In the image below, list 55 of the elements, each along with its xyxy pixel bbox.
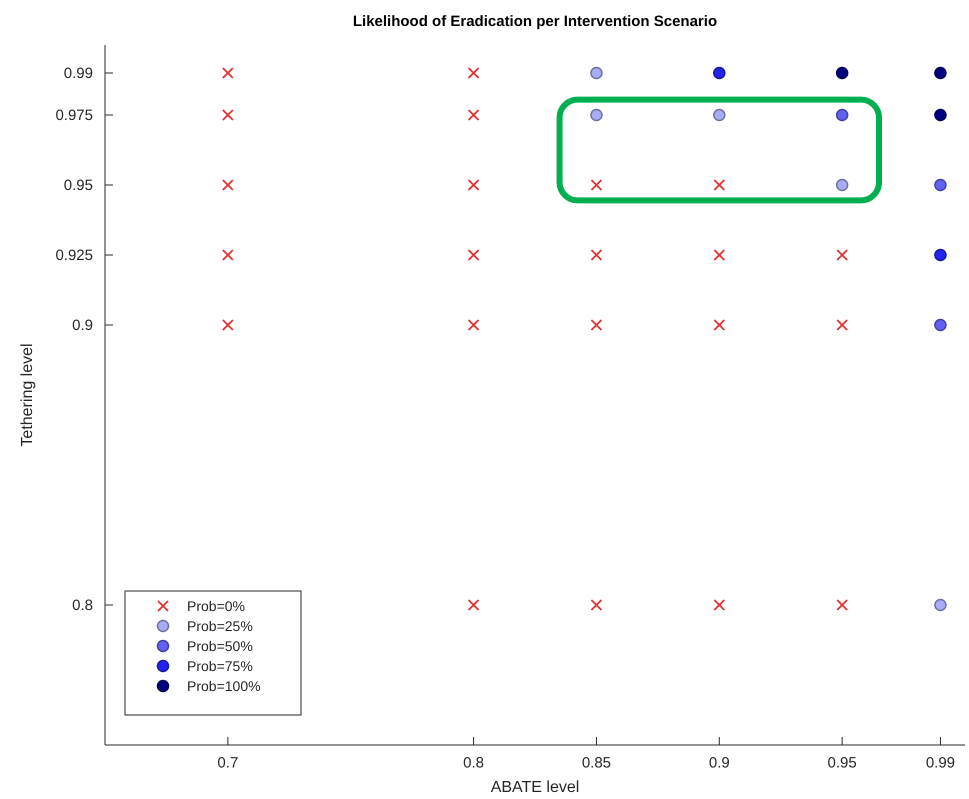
point <box>222 319 234 331</box>
chart-title: Likelihood of Eradication per Intervention Scenario <box>352 13 718 30</box>
y-tick-label: 0.975 <box>55 106 93 124</box>
x-tick-label: 0.8 <box>463 754 484 772</box>
legend-label: Prob=25% <box>187 618 253 634</box>
y-tick-label: 0.925 <box>55 246 93 264</box>
legend-label: Prob=0% <box>187 598 245 614</box>
legend-label: Prob=100% <box>187 678 261 694</box>
legend-label: Prob=75% <box>187 658 253 674</box>
point <box>590 108 603 122</box>
point <box>468 249 480 261</box>
x-tick-label: 0.95 <box>828 754 857 772</box>
point <box>934 598 947 612</box>
y-tick-label: 0.8 <box>72 596 93 614</box>
point <box>468 67 480 79</box>
x-axis-title: ABATE level <box>490 779 580 796</box>
point <box>468 599 480 611</box>
point <box>222 179 234 191</box>
y-tick-label: 0.9 <box>72 316 93 334</box>
y-tick-label: 0.95 <box>64 176 93 194</box>
point <box>468 319 480 331</box>
point <box>590 249 602 261</box>
point <box>836 249 848 261</box>
x-tick-label: 0.99 <box>926 754 956 772</box>
point <box>222 67 234 79</box>
point <box>713 319 726 331</box>
point <box>590 179 602 191</box>
x-tick-label: 0.9 <box>708 754 730 772</box>
point <box>468 179 480 191</box>
point <box>590 599 602 611</box>
point <box>468 109 480 121</box>
point <box>713 179 726 191</box>
point <box>934 108 947 122</box>
point <box>934 66 947 80</box>
point <box>713 66 726 80</box>
point <box>713 249 726 261</box>
point <box>934 178 947 192</box>
point <box>836 319 848 331</box>
point <box>836 599 848 611</box>
y-tick-label: 0.99 <box>64 64 93 82</box>
y-axis-title: Tethering level <box>19 343 36 447</box>
legend-label: Prob=50% <box>187 638 253 654</box>
point <box>590 319 602 331</box>
point <box>222 109 234 121</box>
point <box>836 66 848 80</box>
point <box>713 599 726 611</box>
point <box>222 249 234 261</box>
point <box>713 108 726 122</box>
point <box>836 178 848 192</box>
point <box>590 66 603 80</box>
x-tick-label: 0.7 <box>217 754 238 772</box>
point <box>934 318 947 332</box>
point <box>836 108 848 122</box>
point <box>934 248 947 262</box>
x-tick-label: 0.85 <box>582 754 612 772</box>
